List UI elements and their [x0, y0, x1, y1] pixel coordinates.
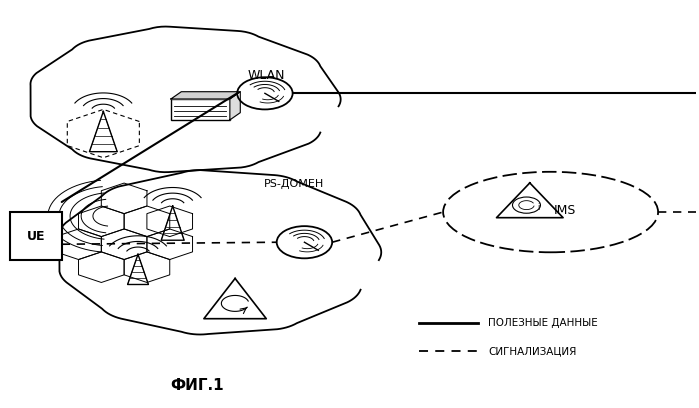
Text: СИГНАЛИЗАЦИЯ: СИГНАЛИЗАЦИЯ	[488, 346, 577, 356]
Circle shape	[512, 197, 540, 213]
Polygon shape	[230, 92, 240, 120]
Circle shape	[277, 226, 332, 258]
Text: WLAN: WLAN	[247, 69, 285, 82]
Text: IMS: IMS	[554, 204, 576, 217]
Text: PS-ДОМЕН: PS-ДОМЕН	[264, 179, 324, 189]
Circle shape	[237, 77, 293, 109]
Text: i: i	[537, 202, 540, 212]
Text: ПОЛЕЗНЫЕ ДАННЫЕ: ПОЛЕЗНЫЕ ДАННЫЕ	[488, 318, 598, 328]
Polygon shape	[171, 92, 240, 99]
Polygon shape	[59, 170, 381, 335]
Polygon shape	[204, 278, 266, 319]
FancyBboxPatch shape	[10, 212, 62, 260]
Polygon shape	[496, 183, 563, 218]
Text: ФИГ.1: ФИГ.1	[170, 377, 224, 392]
Text: UE: UE	[27, 230, 45, 243]
Polygon shape	[31, 27, 340, 172]
Bar	[171, 99, 230, 120]
